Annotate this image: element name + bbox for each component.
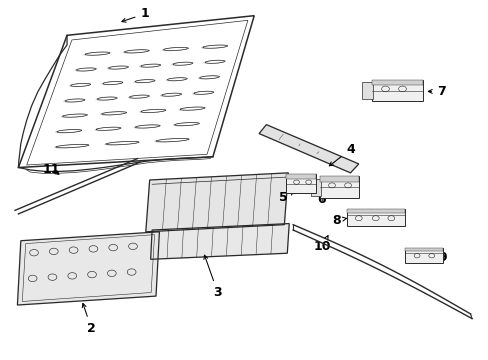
Polygon shape (259, 125, 358, 173)
Text: 9: 9 (438, 251, 447, 264)
Bar (319, 176, 358, 182)
Bar (286, 174, 316, 179)
Bar (371, 80, 422, 85)
Bar (362, 82, 372, 99)
Text: 3: 3 (203, 255, 222, 299)
Polygon shape (145, 173, 287, 232)
Text: 11: 11 (42, 163, 60, 176)
Text: 2: 2 (82, 303, 96, 335)
Polygon shape (150, 224, 288, 259)
Text: 1: 1 (122, 8, 149, 22)
Text: 7: 7 (427, 85, 445, 98)
Text: 4: 4 (328, 143, 354, 166)
Bar (405, 248, 443, 251)
Bar (310, 179, 320, 196)
Text: 6: 6 (316, 193, 325, 206)
Bar (371, 80, 422, 102)
Bar (405, 248, 443, 262)
Text: 10: 10 (313, 236, 330, 253)
Text: 8: 8 (332, 213, 346, 226)
Bar (319, 176, 358, 198)
Bar (346, 209, 404, 213)
Polygon shape (18, 232, 159, 305)
Bar (346, 209, 404, 226)
Bar (286, 174, 316, 193)
Text: 5: 5 (279, 191, 293, 204)
